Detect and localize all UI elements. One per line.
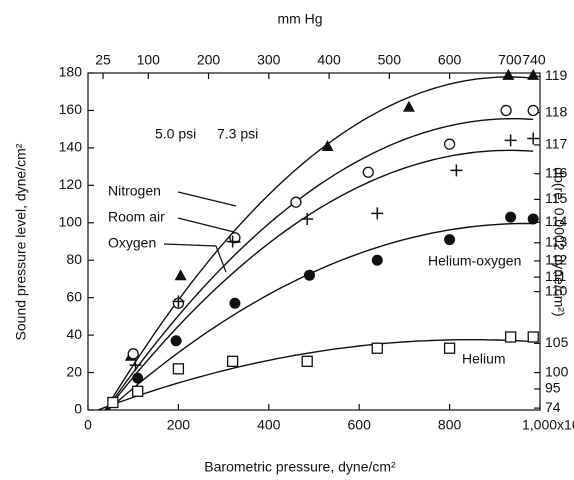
data-point: [362, 166, 374, 178]
data-point: [132, 372, 144, 384]
fit-curve: [107, 222, 534, 411]
x2-tick-label: 740: [522, 52, 546, 68]
data-point: [527, 331, 539, 343]
x-tick-label: 200: [167, 417, 191, 433]
x2-tick-label: 25: [95, 52, 111, 68]
y-tick-label: 60: [66, 288, 82, 304]
leader-line: [163, 243, 227, 273]
data-point: [290, 196, 302, 208]
y-tick-label: 100: [59, 213, 83, 229]
data-point: [170, 335, 182, 347]
y2-tick-label: 111: [545, 268, 566, 284]
y2-tick-label: 116: [545, 164, 568, 180]
data-point: [129, 359, 142, 372]
y2-tick-label: 119: [545, 67, 568, 83]
leader-line: [177, 217, 235, 233]
y-tick-label: 180: [59, 64, 83, 80]
data-point: [527, 213, 539, 225]
fit-curve: [97, 339, 534, 411]
fit-curve: [105, 118, 534, 411]
data-point: [371, 342, 383, 354]
data-point: [505, 211, 517, 223]
y-tick-label: 140: [59, 139, 83, 155]
x2-axis-label: mm Hg: [277, 11, 322, 27]
data-point: [371, 254, 383, 266]
x2-tick-label: 100: [137, 52, 161, 68]
data-point: [500, 104, 512, 117]
legend-label: Nitrogen: [108, 183, 161, 199]
x-tick-label: 1,000x10³: [522, 417, 574, 433]
x2-tick-label: 500: [378, 52, 402, 68]
data-point: [443, 342, 456, 354]
data-point: [226, 235, 239, 248]
x-tick-label: 800: [438, 417, 462, 433]
data-point: [527, 132, 540, 145]
x2-tick-label: 400: [317, 52, 341, 68]
data-point: [443, 138, 456, 150]
data-point: [229, 297, 241, 309]
y-tick-label: 20: [66, 363, 82, 379]
x-tick-label: 400: [257, 417, 281, 433]
data-point: [371, 207, 384, 220]
data-point: [527, 104, 539, 117]
data-point: [301, 355, 313, 367]
y2-tick-label: 74: [545, 399, 561, 415]
data-point: [321, 140, 334, 152]
x2-tick-label: 200: [197, 52, 221, 68]
plot-frame: [87, 72, 541, 411]
y2-tick-label: 112: [545, 252, 568, 268]
y2-tick-label: 95: [545, 380, 561, 396]
y2-tick-label: 118: [545, 103, 568, 119]
y-tick-label: 0: [74, 401, 82, 417]
data-point: [174, 269, 187, 281]
y-axis-label: Sound pressure level, dyne/cm²: [13, 143, 29, 340]
data-point: [303, 269, 315, 281]
data-point: [107, 396, 119, 409]
y2-tick-label: 100: [545, 363, 569, 379]
x2-tick-label: 700: [498, 52, 522, 68]
x-tick-label: 0: [84, 417, 92, 433]
data-point: [172, 295, 185, 308]
x2-tick-label: 600: [438, 52, 462, 68]
legend-label: Helium: [462, 351, 506, 367]
y2-tick-label: 110: [545, 282, 568, 298]
data-point: [172, 363, 185, 375]
x-tick-label: 600: [348, 417, 372, 433]
y-tick-label: 120: [59, 176, 83, 192]
y2-tick-label: 114: [545, 213, 568, 229]
data-point: [504, 134, 517, 147]
data-point: [127, 348, 139, 360]
annotation: 5.0 psi: [155, 126, 196, 142]
data-point: [226, 355, 239, 367]
y2-tick-label: 105: [545, 334, 569, 350]
y2-tick-label: 113: [545, 233, 568, 249]
data-point: [301, 213, 314, 226]
data-point: [527, 68, 540, 80]
fit-curve: [106, 149, 534, 411]
y2-tick-label: 115: [545, 190, 568, 206]
x-axis-label: Barometric pressure, dyne/cm²: [204, 459, 396, 475]
data-point: [132, 385, 144, 397]
data-point: [450, 164, 463, 177]
x2-tick-label: 300: [257, 52, 281, 68]
y2-tick-label: 117: [545, 136, 568, 152]
leader-line: [177, 191, 237, 207]
legend-label: Oxygen: [108, 235, 156, 251]
legend-label: Room air: [108, 209, 165, 225]
y-tick-label: 160: [59, 101, 83, 117]
data-point: [504, 331, 517, 343]
y-tick-label: 80: [66, 251, 82, 267]
data-point: [444, 234, 456, 246]
y2-axis-label: db(re. 0.0002 dyne/cm²): [551, 167, 567, 316]
y-tick-label: 40: [66, 326, 82, 342]
data-point: [402, 100, 415, 112]
legend-label: Helium-oxygen: [428, 253, 521, 269]
annotation: 7.3 psi: [217, 126, 258, 142]
data-point: [502, 68, 515, 80]
